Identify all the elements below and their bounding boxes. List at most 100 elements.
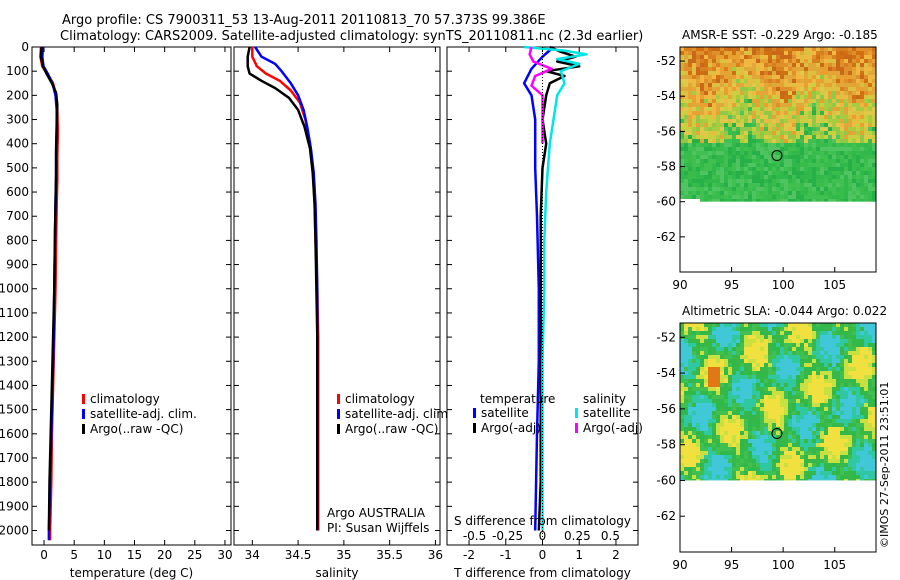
sla-map-cell bbox=[872, 447, 876, 451]
sla-map-cell bbox=[680, 363, 684, 367]
sst-map-cell bbox=[812, 187, 816, 191]
sla-map-cell bbox=[816, 331, 820, 335]
sst-map-cell bbox=[780, 119, 784, 123]
sla-map-cell bbox=[844, 363, 848, 367]
sla-map-cell bbox=[760, 403, 764, 407]
sla-map-cell bbox=[680, 479, 684, 481]
difference-legend-label: satellite bbox=[583, 406, 631, 420]
sla-map-cell bbox=[864, 427, 868, 431]
sla-map-cell bbox=[712, 359, 716, 363]
sst-map-cell bbox=[692, 175, 696, 179]
sst-map-cell bbox=[708, 123, 712, 127]
sla-map-cell bbox=[856, 407, 860, 411]
sla-map-cell bbox=[768, 331, 772, 335]
sla-map-cell bbox=[828, 471, 832, 475]
sla-map-cell bbox=[820, 475, 824, 479]
sla-map-cell bbox=[836, 371, 840, 375]
sla-map-cell bbox=[708, 359, 712, 363]
sst-map-cell bbox=[852, 143, 856, 147]
sst-map-cell bbox=[764, 103, 768, 107]
sst-map-cell bbox=[740, 155, 744, 159]
sst-map-cell bbox=[724, 63, 728, 67]
sst-map-cell bbox=[848, 183, 852, 187]
sla-map-cell bbox=[836, 327, 840, 331]
sla-map-cell bbox=[780, 411, 784, 415]
sst-map-cell bbox=[816, 195, 820, 199]
sla-map-cell bbox=[680, 379, 684, 383]
sst-map-cell bbox=[824, 143, 828, 147]
sla-map-cell bbox=[688, 347, 692, 351]
sst-map-cell bbox=[808, 103, 812, 107]
sla-map-cell bbox=[740, 387, 744, 391]
sla-map-cell bbox=[848, 391, 852, 395]
sst-map-cell bbox=[684, 191, 688, 195]
sst-map-cell bbox=[836, 199, 840, 202]
sla-map-cell bbox=[688, 323, 692, 327]
sla-map-cell bbox=[724, 411, 728, 415]
sla-map-cell bbox=[852, 435, 856, 439]
sla-map-cell bbox=[868, 431, 872, 435]
sla-map-cell bbox=[748, 407, 752, 411]
sla-map-cell bbox=[700, 403, 704, 407]
sla-map-cell bbox=[848, 399, 852, 403]
sla-map-cell bbox=[836, 395, 840, 399]
sla-map-cell bbox=[708, 351, 712, 355]
sst-map-cell bbox=[744, 195, 748, 199]
sst-map-cell bbox=[852, 111, 856, 115]
sst-map-cell bbox=[784, 115, 788, 119]
sla-map-cell bbox=[872, 383, 876, 387]
sst-map-cell bbox=[792, 99, 796, 103]
sst-map-cell bbox=[872, 195, 876, 199]
sst-map-cell bbox=[820, 79, 824, 83]
sla-map-cell bbox=[760, 411, 764, 415]
sst-map-cell bbox=[744, 151, 748, 155]
sst-map-cell bbox=[872, 55, 876, 59]
sla-map-cell bbox=[764, 427, 768, 431]
sst-map-cell bbox=[732, 143, 736, 147]
sla-map-cell bbox=[688, 399, 692, 403]
sla-map-cell bbox=[720, 459, 724, 463]
sla-map-y-tick-label: -62 bbox=[656, 509, 676, 523]
sst-map-cell bbox=[704, 151, 708, 155]
sst-map-cell bbox=[756, 139, 760, 143]
sla-map-cell bbox=[752, 459, 756, 463]
sst-map-cell bbox=[832, 147, 836, 151]
sst-map-cell bbox=[776, 179, 780, 183]
sla-map-cell bbox=[728, 387, 732, 391]
sst-map-cell bbox=[720, 179, 724, 183]
sla-map-cell bbox=[744, 423, 748, 427]
sst-map-cell bbox=[692, 139, 696, 143]
sst-map-cell bbox=[704, 59, 708, 63]
sst-map-cell bbox=[840, 79, 844, 83]
sst-map-cell bbox=[808, 75, 812, 79]
sla-map-cell bbox=[732, 411, 736, 415]
sst-map-cell bbox=[860, 127, 864, 131]
credit-text: ©IMOS 27-Sep-2011 23:51:01 bbox=[878, 382, 891, 548]
sla-map-cell bbox=[704, 419, 708, 423]
sst-map-cell bbox=[708, 171, 712, 175]
sst-map-cell bbox=[680, 131, 684, 135]
sst-map-cell bbox=[732, 123, 736, 127]
sla-map-cell bbox=[796, 395, 800, 399]
sst-map-cell bbox=[848, 55, 852, 59]
sst-map-cell bbox=[836, 135, 840, 139]
sla-map-cell bbox=[816, 403, 820, 407]
sst-map-cell bbox=[700, 183, 704, 187]
sst-map-cell bbox=[768, 179, 772, 183]
sst-map-cell bbox=[796, 127, 800, 131]
sst-map-cell bbox=[692, 159, 696, 163]
sst-map-cell bbox=[768, 135, 772, 139]
sst-map-cell bbox=[684, 147, 688, 151]
sst-map-cell bbox=[852, 51, 856, 55]
sla-map-cell bbox=[728, 395, 732, 399]
sla-map-cell bbox=[728, 323, 732, 327]
sst-map-cell bbox=[864, 91, 868, 95]
sla-map-cell bbox=[816, 431, 820, 435]
sst-map-cell bbox=[700, 179, 704, 183]
sst-map-cell bbox=[760, 83, 764, 87]
sla-map-cell bbox=[792, 371, 796, 375]
sst-map-cell bbox=[808, 151, 812, 155]
sla-map-cell bbox=[752, 331, 756, 335]
sst-map-cell bbox=[832, 55, 836, 59]
sla-map-cell bbox=[756, 343, 760, 347]
